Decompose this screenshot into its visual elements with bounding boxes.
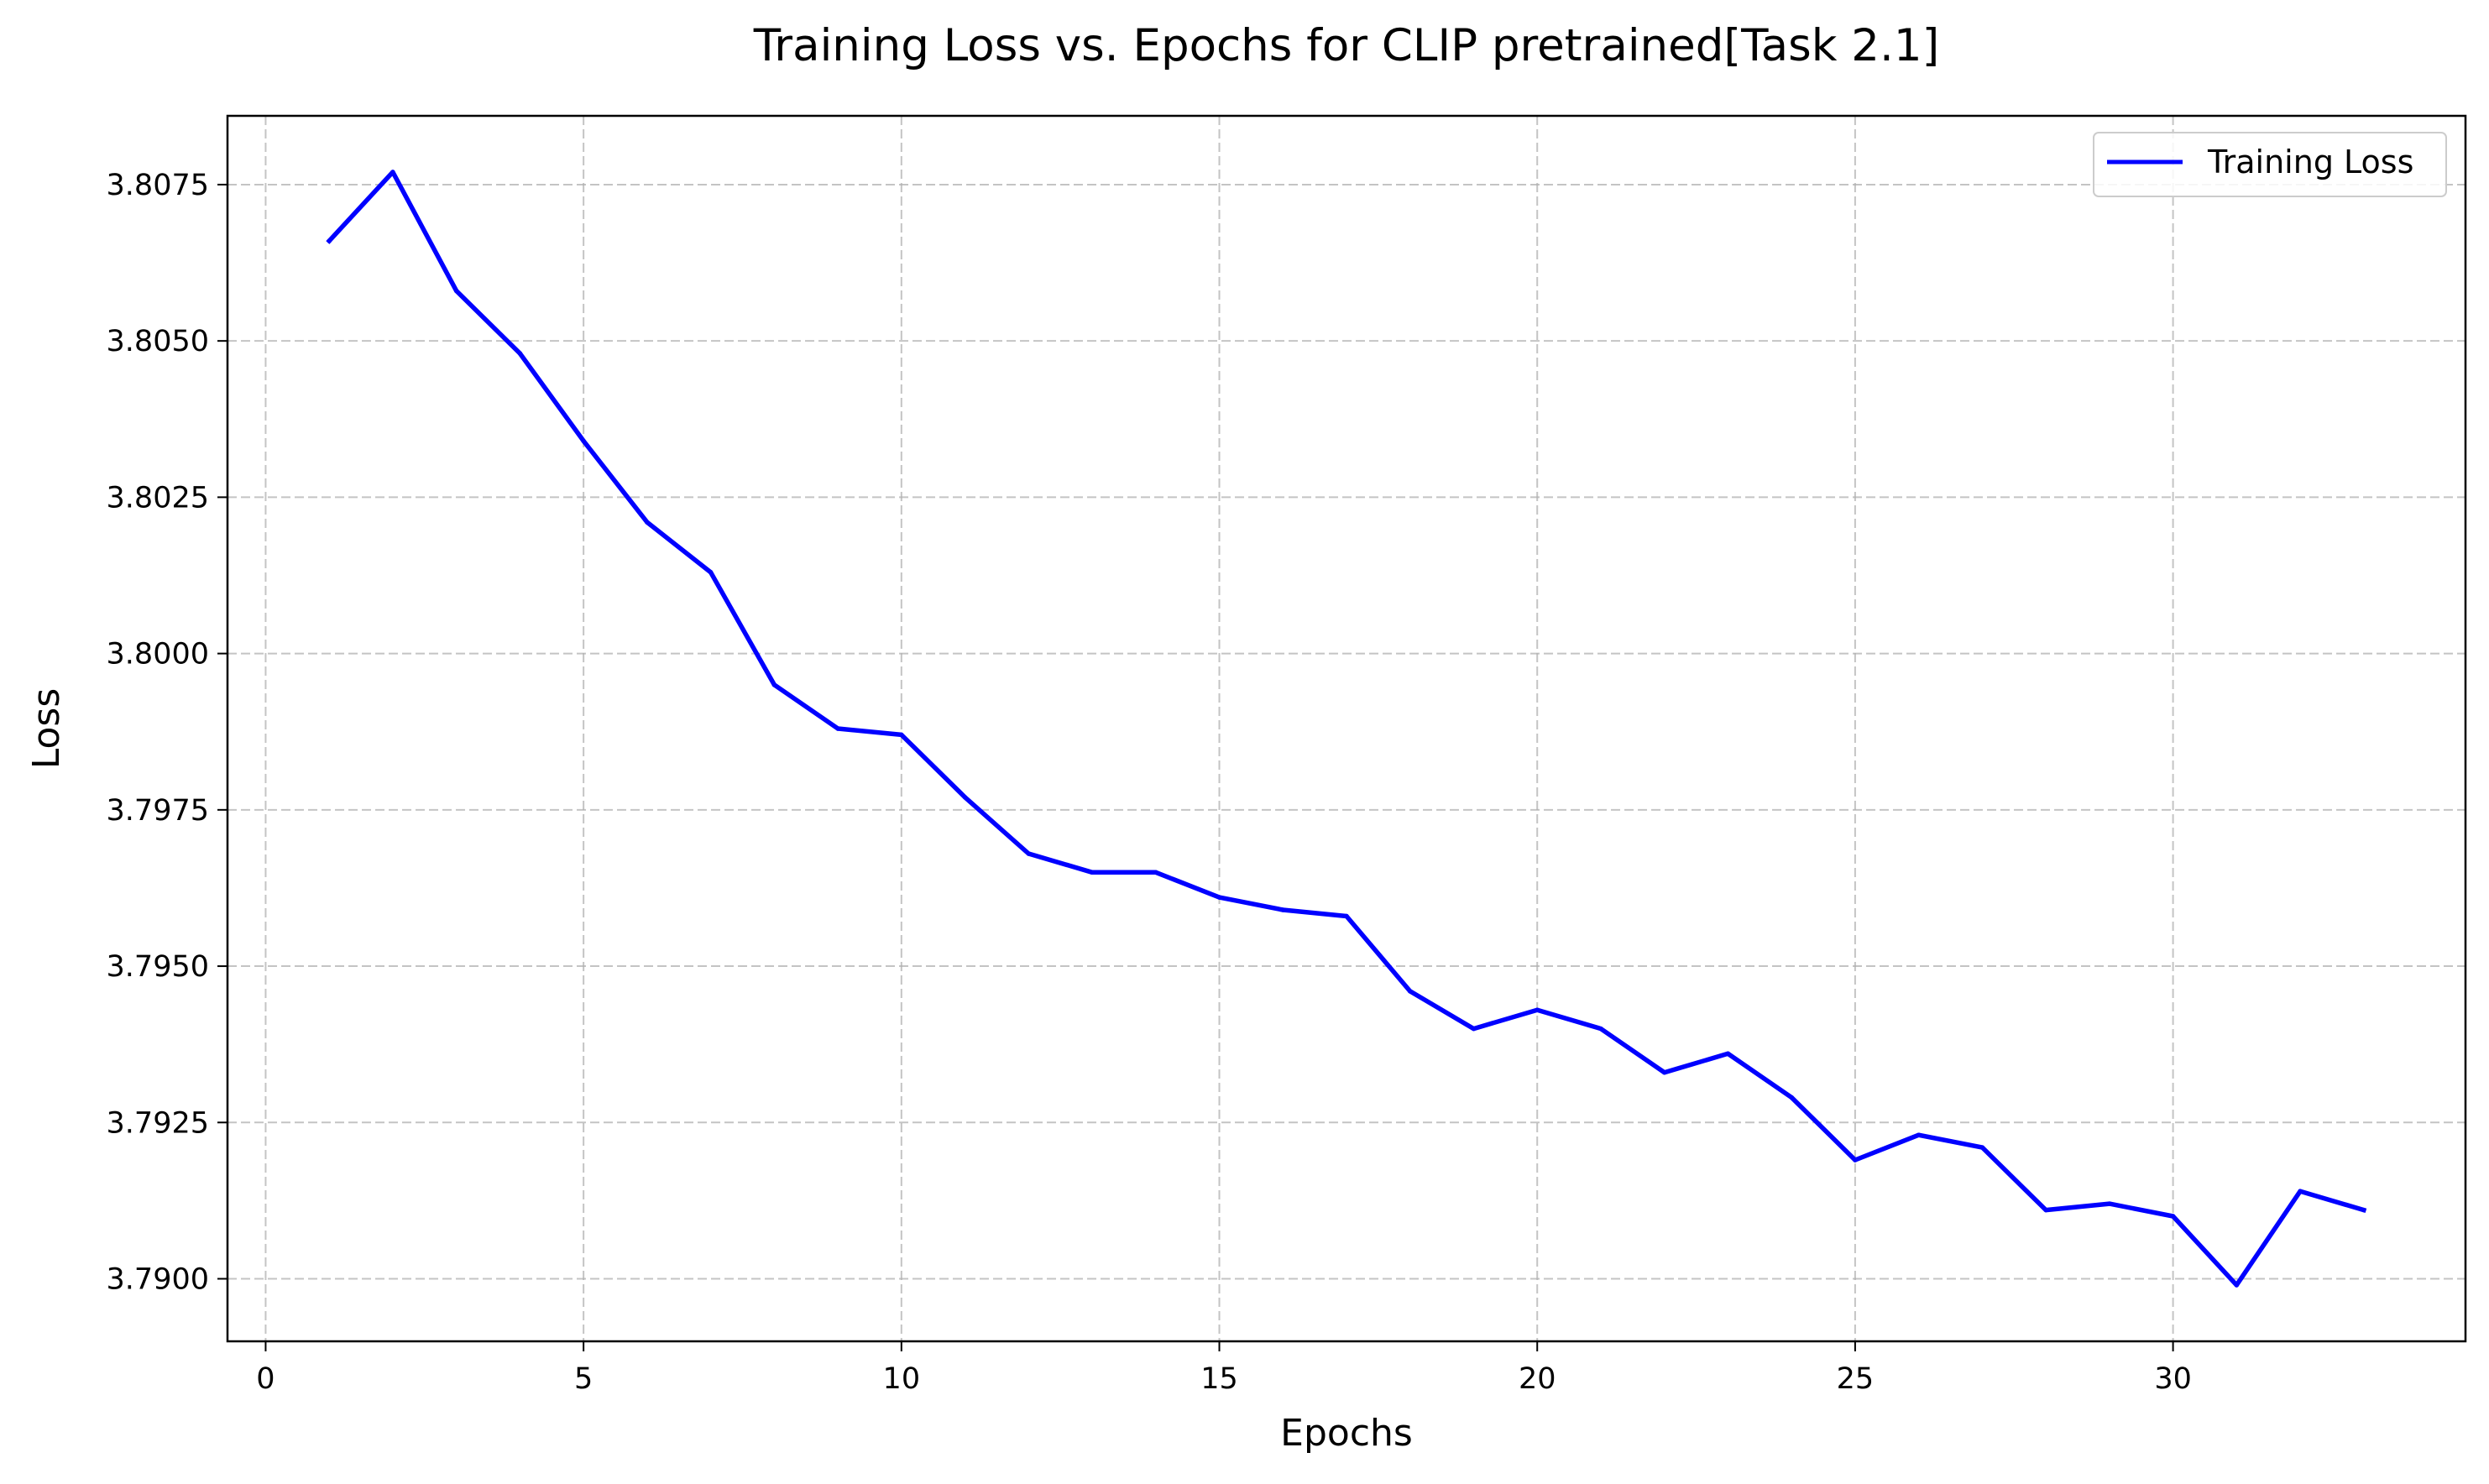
data-point — [2107, 1201, 2112, 1206]
data-point — [771, 682, 777, 687]
grid-lines — [227, 116, 2465, 1341]
data-point — [1853, 1157, 1858, 1163]
data-point — [962, 795, 968, 800]
data-point — [1979, 1145, 1985, 1150]
data-point — [835, 726, 840, 731]
data-point — [581, 438, 586, 444]
data-point — [390, 170, 395, 175]
data-point — [2170, 1214, 2176, 1219]
legend-label-training-loss: Training Loss — [2207, 144, 2413, 180]
data-point — [1661, 1069, 1667, 1075]
chart-title: Training Loss vs. Epochs for CLIP pretra… — [753, 20, 1940, 71]
data-point — [2361, 1207, 2366, 1213]
x-tick-label: 0 — [256, 1362, 275, 1396]
plot-frame — [226, 114, 2467, 1343]
y-tick-label: 3.7975 — [107, 794, 209, 828]
y-tick-label: 3.7950 — [107, 950, 209, 984]
data-point — [1598, 1026, 1603, 1032]
x-tick-label: 30 — [2154, 1362, 2192, 1396]
y-tick-label: 3.7900 — [107, 1263, 209, 1297]
x-tick-label: 10 — [883, 1362, 921, 1396]
y-axis-label: Loss — [25, 688, 68, 770]
data-point — [1471, 1026, 1477, 1032]
data-point — [2043, 1207, 2048, 1213]
data-point — [1916, 1132, 1922, 1137]
data-point — [1407, 989, 1413, 994]
data-point — [2234, 1283, 2240, 1288]
y-tick-label: 3.8025 — [107, 481, 209, 515]
data-point — [453, 288, 459, 294]
legend: Training Loss — [2093, 132, 2447, 197]
data-point — [708, 570, 714, 575]
x-tick-label: 5 — [574, 1362, 593, 1396]
y-tick-label: 3.8050 — [107, 325, 209, 358]
x-tick-label: 25 — [1837, 1362, 1875, 1396]
y-tick-label: 3.7925 — [107, 1106, 209, 1140]
legend-box — [2093, 132, 2447, 197]
y-tick-label: 3.8075 — [107, 169, 209, 202]
data-point — [1725, 1051, 1731, 1057]
data-point — [327, 238, 332, 243]
series-line-training-loss — [326, 170, 2367, 1288]
data-point — [1280, 907, 1286, 912]
data-point — [1026, 851, 1032, 856]
x-tick-label: 20 — [1519, 1362, 1556, 1396]
data-point — [1344, 913, 1349, 919]
axis-ticks: 0 5 10 15 20 25 30 3.7900 3.7925 3.7950 3.7975 3.80… — [107, 169, 2192, 1396]
x-tick-label: 15 — [1200, 1362, 1238, 1396]
data-point — [1789, 1095, 1794, 1100]
data-point — [1535, 1007, 1540, 1012]
y-tick-label: 3.8000 — [107, 638, 209, 671]
data-point — [645, 520, 650, 525]
data-point — [517, 351, 523, 356]
data-point — [1153, 870, 1158, 875]
x-axis-label: Epochs — [1280, 1412, 1413, 1455]
series-layer — [326, 170, 2367, 1288]
data-point — [2298, 1189, 2303, 1194]
data-point — [1090, 870, 1095, 875]
data-point — [899, 732, 904, 738]
data-point — [1216, 895, 1222, 900]
